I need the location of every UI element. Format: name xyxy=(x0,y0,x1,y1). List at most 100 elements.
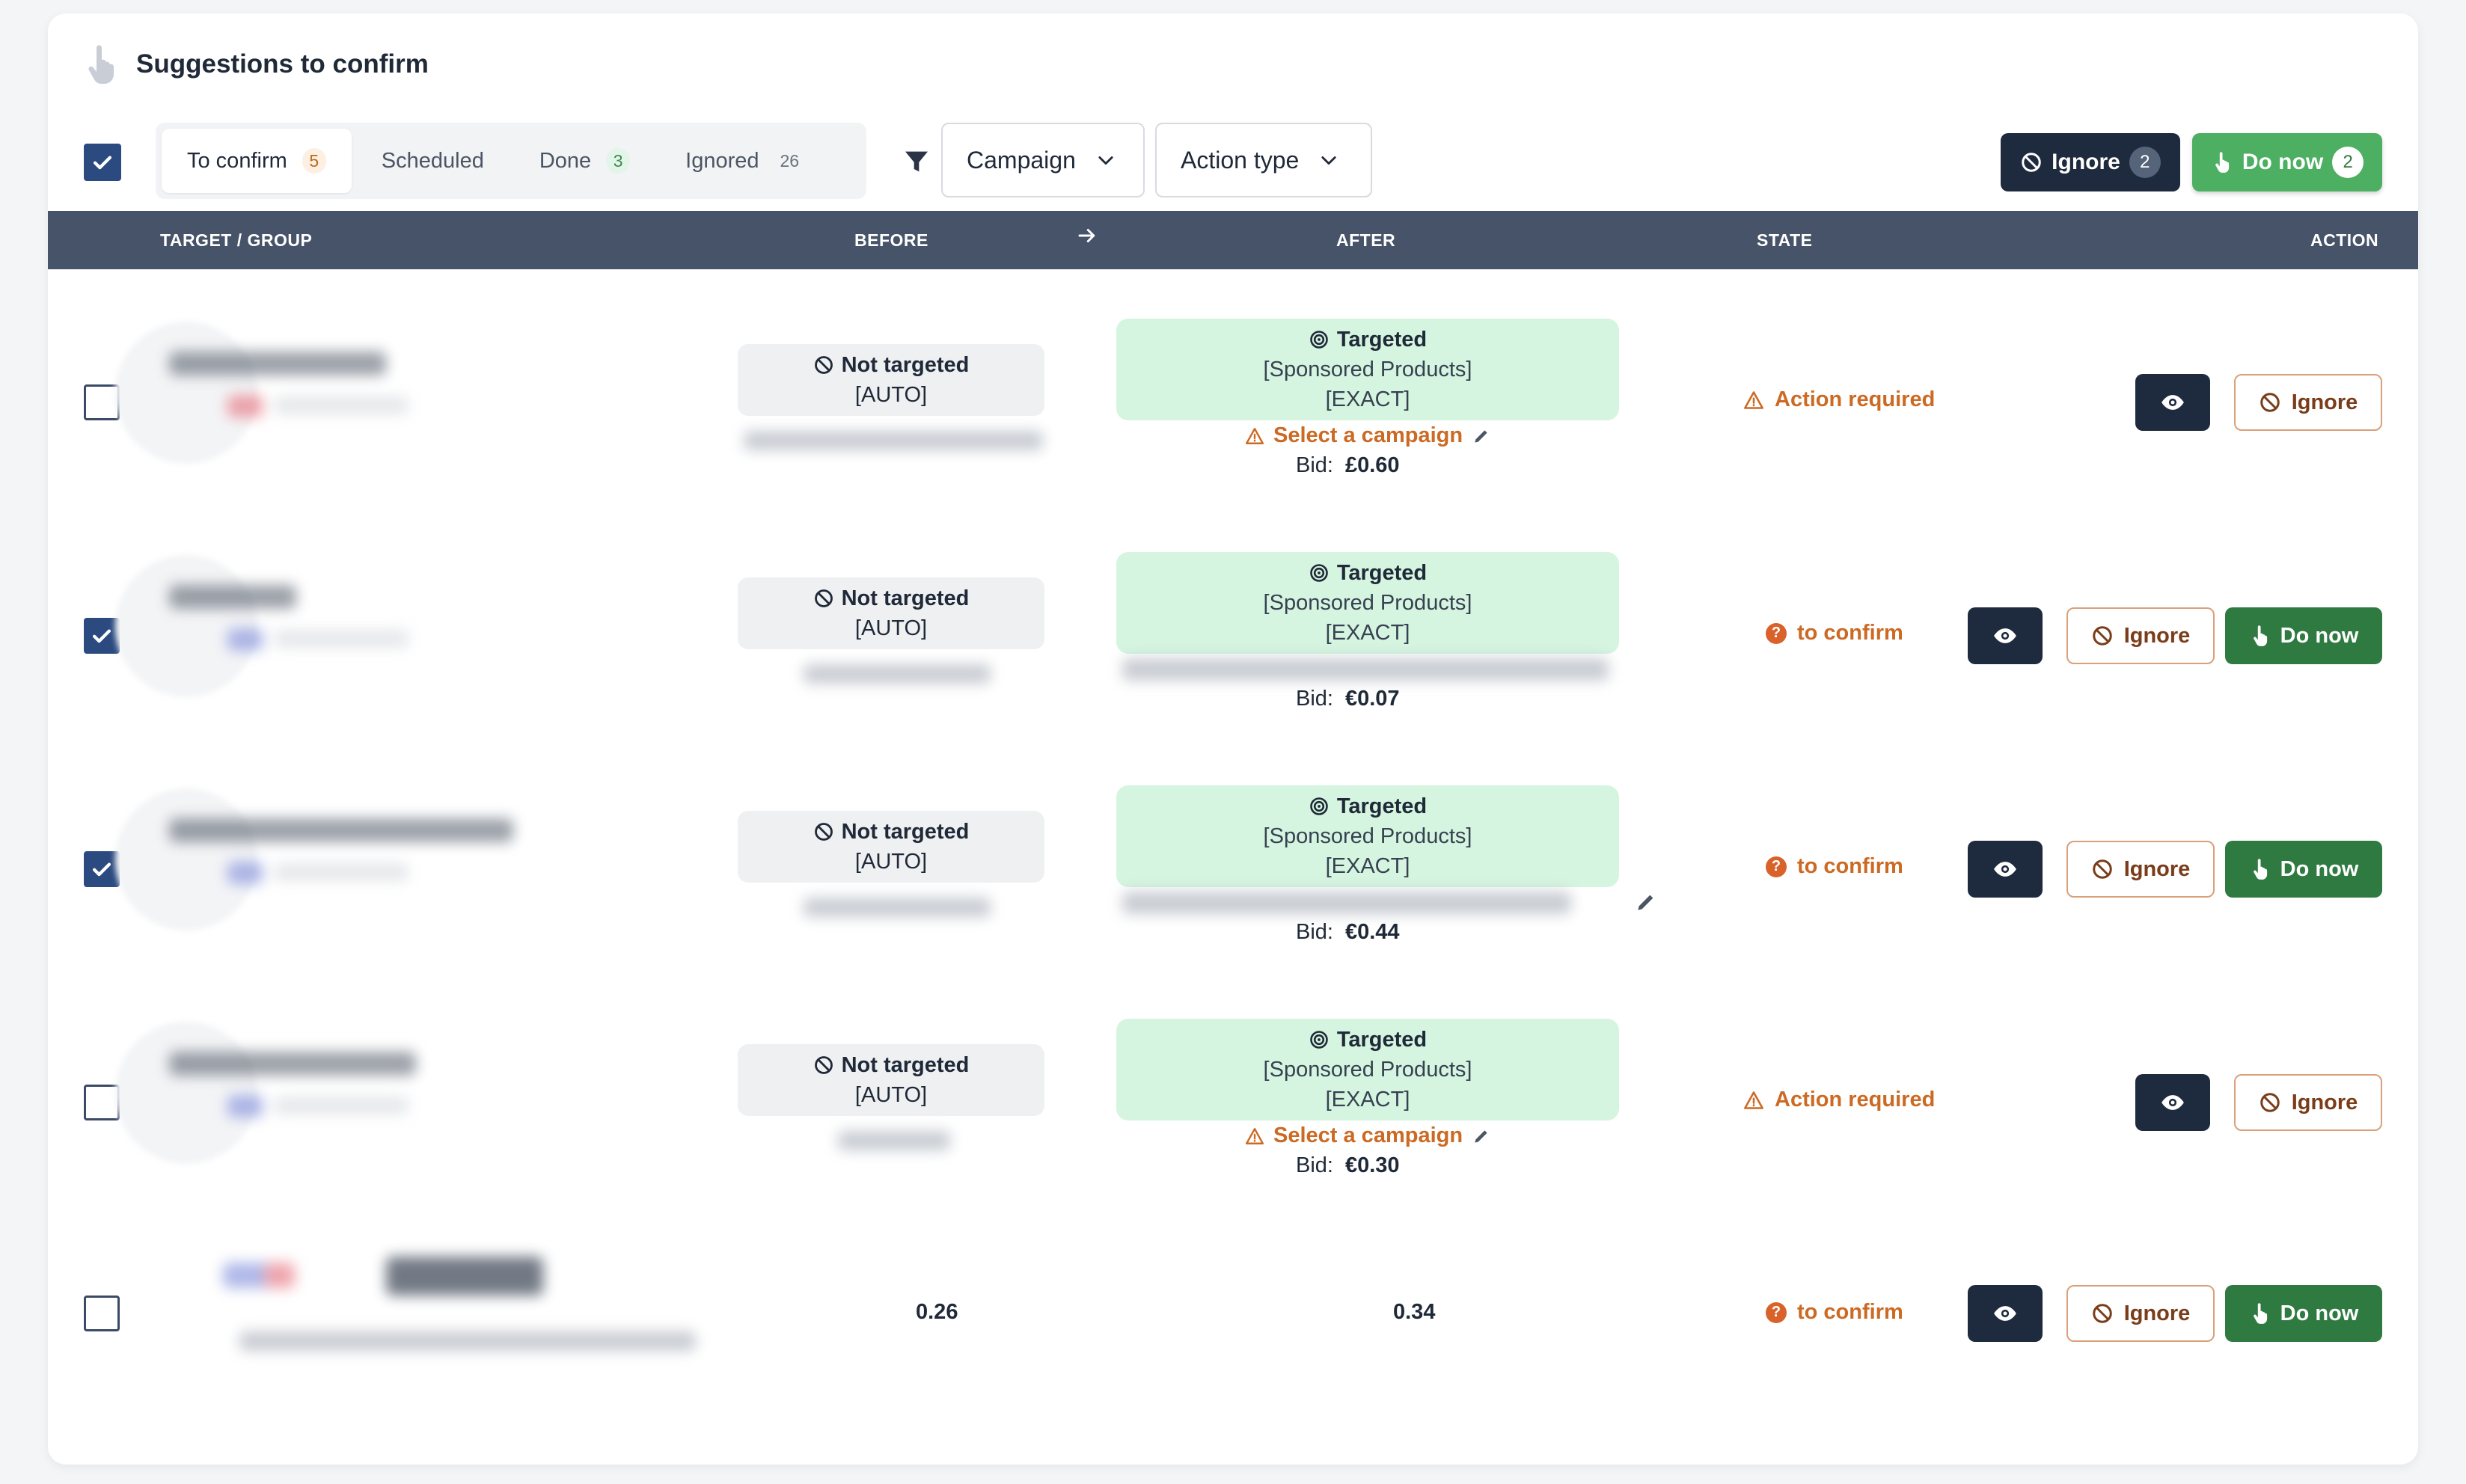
table-row: Not targeted [AUTO] Targeted [Sponsored … xyxy=(48,736,2418,969)
tab-to-confirm[interactable]: To confirm 5 xyxy=(162,129,352,193)
button-label: Do now xyxy=(2280,856,2359,881)
status-tabs: To confirm 5 Scheduled Done 3 Ignored 26 xyxy=(156,123,866,199)
warning-icon xyxy=(1245,1127,1264,1144)
blurred-meta xyxy=(274,1097,409,1114)
bid-label: Bid: xyxy=(1296,453,1333,477)
select-campaign-label: Select a campaign xyxy=(1273,1123,1463,1147)
check-icon xyxy=(92,629,111,643)
card-header: Suggestions to confirm xyxy=(82,43,429,85)
button-label: Ignore xyxy=(2123,623,2191,648)
eye-icon xyxy=(1994,862,2016,877)
row-checkbox[interactable] xyxy=(84,1296,120,1331)
tab-scheduled[interactable]: Scheduled xyxy=(356,129,510,193)
blurred-campaign xyxy=(838,1131,950,1150)
before-subtitle: [AUTO] xyxy=(854,1083,928,1107)
row-checkbox[interactable] xyxy=(84,618,120,654)
bid-label: Bid: xyxy=(1296,687,1333,711)
before-title: Not targeted xyxy=(841,353,970,377)
target-thumbnail xyxy=(115,555,257,697)
blurred-meta xyxy=(274,630,409,648)
column-header-action: ACTION xyxy=(2310,230,2379,250)
dropdown-label: Campaign xyxy=(967,146,1076,174)
ban-icon xyxy=(2092,859,2112,879)
ignore-button[interactable]: Ignore xyxy=(2066,607,2215,664)
blurred-campaign-name xyxy=(1122,892,1571,914)
before-subtitle: [AUTO] xyxy=(854,850,928,874)
after-status: Targeted [Sponsored Products] [EXACT] xyxy=(1116,552,1619,654)
before-value: 0.26 xyxy=(916,1300,958,1324)
blurred-campaign xyxy=(804,898,991,917)
row-checkbox[interactable] xyxy=(84,384,120,420)
select-campaign-link[interactable]: Select a campaign xyxy=(1245,1123,1491,1148)
state-badge: ? to confirm xyxy=(1766,854,1903,879)
select-all-checkbox[interactable] xyxy=(84,144,121,181)
before-status: Not targeted [AUTO] xyxy=(738,811,1044,883)
check-icon xyxy=(93,156,112,170)
button-label: Do now xyxy=(2280,1301,2359,1325)
warning-icon xyxy=(1744,1091,1763,1109)
bulk-do-now-button[interactable]: Do now 2 xyxy=(2192,133,2382,191)
preview-button[interactable] xyxy=(1968,607,2043,664)
preview-button[interactable] xyxy=(2135,374,2210,431)
after-status: Targeted [Sponsored Products] [EXACT] xyxy=(1116,1019,1619,1120)
pencil-icon[interactable] xyxy=(1472,426,1491,446)
after-ad-type: [Sponsored Products] xyxy=(1263,1058,1472,1082)
ignore-button[interactable]: Ignore xyxy=(2234,374,2382,431)
pointing-hand-icon xyxy=(88,45,114,84)
arrow-right-icon xyxy=(1078,229,1095,242)
tab-label: Ignored xyxy=(685,148,759,173)
target-icon xyxy=(1310,331,1328,349)
ignore-button[interactable]: Ignore xyxy=(2234,1074,2382,1131)
check-icon xyxy=(92,862,111,877)
state-label: Action required xyxy=(1775,387,1936,411)
do-now-button[interactable]: Do now xyxy=(2225,607,2382,664)
select-campaign-link[interactable]: Select a campaign xyxy=(1245,423,1491,448)
campaign-filter-dropdown[interactable]: Campaign xyxy=(941,123,1145,197)
action-type-filter-dropdown[interactable]: Action type xyxy=(1155,123,1372,197)
button-label: Ignore xyxy=(2291,1090,2358,1114)
bid-label: Bid: xyxy=(1296,920,1333,944)
target-icon xyxy=(1310,564,1328,582)
bid-display: Bid: €0.44 xyxy=(1296,920,1400,945)
dropdown-label: Action type xyxy=(1181,146,1300,174)
preview-button[interactable] xyxy=(2135,1074,2210,1131)
before-status: Not targeted [AUTO] xyxy=(738,577,1044,649)
after-ad-type: [Sponsored Products] xyxy=(1263,591,1472,615)
table-row: 0.26 0.34 ? to confirm Ignore Do now xyxy=(48,1203,2418,1436)
selected-count-badge: 2 xyxy=(2332,147,2364,178)
blurred-campaign xyxy=(744,431,1043,450)
column-header-after: AFTER xyxy=(1336,230,1396,250)
filter-icon[interactable] xyxy=(901,147,932,177)
tab-label: To confirm xyxy=(187,148,287,173)
table-row: Not targeted [AUTO] Targeted [Sponsored … xyxy=(48,269,2418,503)
pencil-icon[interactable] xyxy=(1472,1126,1491,1146)
pointing-hand-icon xyxy=(2253,625,2267,646)
after-title: Targeted xyxy=(1336,1028,1428,1052)
tab-ignored[interactable]: Ignored 26 xyxy=(660,129,830,193)
before-status: Not targeted [AUTO] xyxy=(738,344,1044,416)
after-title: Targeted xyxy=(1336,328,1428,352)
pencil-icon[interactable] xyxy=(1634,890,1658,914)
bid-value: €0.30 xyxy=(1344,1153,1400,1177)
question-icon: ? xyxy=(1766,622,1787,644)
target-thumbnail xyxy=(115,788,257,930)
preview-button[interactable] xyxy=(1968,841,2043,898)
blurred-flag xyxy=(227,395,263,417)
ban-icon xyxy=(2260,393,2280,412)
do-now-button[interactable]: Do now xyxy=(2225,1285,2382,1342)
row-checkbox[interactable] xyxy=(84,851,120,887)
ignore-button[interactable]: Ignore xyxy=(2066,1285,2215,1342)
after-match-type: [EXACT] xyxy=(1325,1088,1410,1112)
chevron-down-icon xyxy=(1098,156,1113,165)
row-checkbox[interactable] xyxy=(84,1085,120,1120)
do-now-button[interactable]: Do now xyxy=(2225,841,2382,898)
tab-label: Done xyxy=(539,148,592,173)
preview-button[interactable] xyxy=(1968,1285,2043,1342)
bulk-ignore-button[interactable]: Ignore 2 xyxy=(2001,133,2180,191)
blurred-meta xyxy=(274,396,409,414)
state-badge: Action required xyxy=(1743,387,1935,412)
tab-done[interactable]: Done 3 xyxy=(514,129,655,193)
ignore-button[interactable]: Ignore xyxy=(2066,841,2215,898)
state-label: to confirm xyxy=(1797,854,1903,878)
after-match-type: [EXACT] xyxy=(1325,387,1410,411)
